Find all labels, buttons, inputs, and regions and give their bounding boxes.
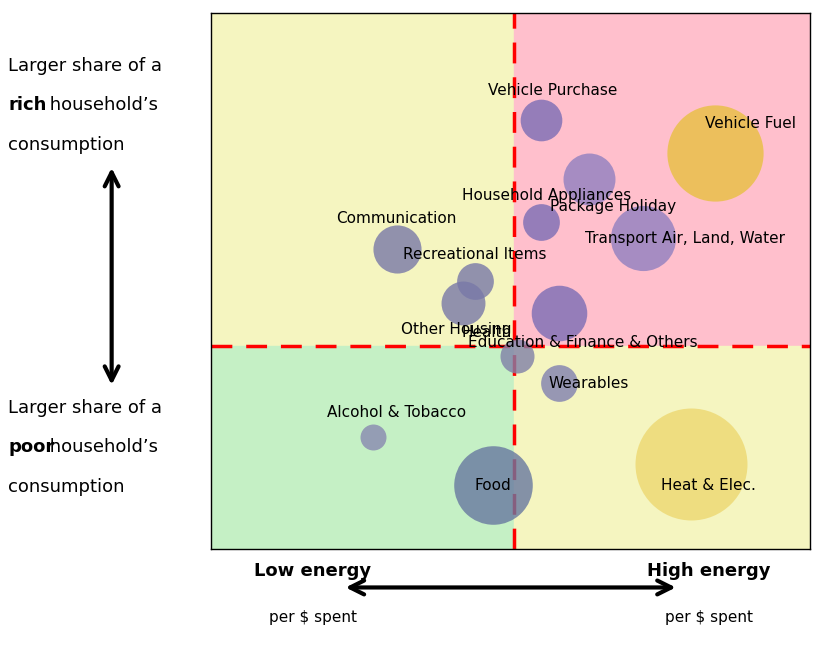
Point <box>468 276 481 287</box>
Text: per $ spent: per $ spent <box>665 610 753 625</box>
Text: rich: rich <box>8 96 46 114</box>
Text: Larger share of a: Larger share of a <box>8 57 162 75</box>
Point <box>708 147 721 158</box>
Text: Low energy: Low energy <box>254 563 371 580</box>
Bar <box>514 13 810 345</box>
Text: per $ spent: per $ spent <box>269 610 356 625</box>
Text: Vehicle Fuel: Vehicle Fuel <box>705 116 796 130</box>
Text: Communication: Communication <box>337 211 457 226</box>
Point <box>552 378 566 388</box>
Point <box>486 480 500 490</box>
Text: consumption: consumption <box>8 136 125 154</box>
Text: Transport Air, Land, Water: Transport Air, Land, Water <box>585 231 785 246</box>
Text: Wearables: Wearables <box>548 376 629 391</box>
Point <box>636 233 649 243</box>
Bar <box>211 345 514 549</box>
Text: poor: poor <box>8 438 55 457</box>
Point <box>510 351 523 362</box>
Text: Vehicle Purchase: Vehicle Purchase <box>488 84 617 99</box>
Text: Alcohol & Tobacco: Alcohol & Tobacco <box>327 405 466 420</box>
Text: Recreational Items: Recreational Items <box>403 247 547 262</box>
Point <box>534 217 547 228</box>
Point <box>366 432 380 442</box>
Bar <box>514 345 810 549</box>
Bar <box>211 13 514 345</box>
Text: Household Appliances: Household Appliances <box>462 188 631 203</box>
Text: Food: Food <box>475 478 511 493</box>
Point <box>552 308 566 318</box>
Point <box>390 244 404 255</box>
Point <box>582 174 595 185</box>
Text: Other Housing: Other Housing <box>401 322 512 337</box>
Text: Heat & Elec.: Heat & Elec. <box>661 478 756 493</box>
Point <box>457 297 470 308</box>
Text: Package Holiday: Package Holiday <box>549 199 676 214</box>
Text: consumption: consumption <box>8 478 125 496</box>
Text: Health: Health <box>461 325 512 340</box>
Text: household’s: household’s <box>44 438 158 457</box>
Text: High energy: High energy <box>647 563 770 580</box>
Text: household’s: household’s <box>44 96 158 114</box>
Text: Education & Finance & Others: Education & Finance & Others <box>468 336 697 351</box>
Text: Larger share of a: Larger share of a <box>8 399 162 417</box>
Point <box>684 459 697 469</box>
Point <box>534 115 547 126</box>
